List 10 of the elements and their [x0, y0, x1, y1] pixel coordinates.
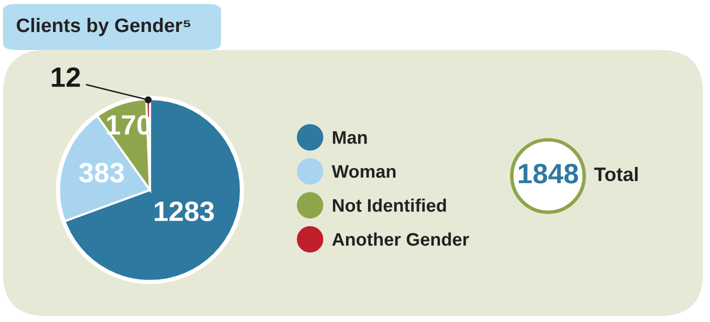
legend-label: Woman: [332, 165, 396, 178]
data-label: 1283: [154, 202, 214, 222]
chart-title: Clients by Gender⁵: [16, 18, 190, 36]
data-label: 12: [52, 67, 80, 87]
data-label: 383: [79, 162, 124, 182]
legend-label: Man: [332, 131, 367, 144]
legend-label: Not Identified: [332, 198, 446, 212]
legend-label: Another Gender: [332, 232, 469, 246]
text: 1848: [518, 164, 578, 184]
text: Total: [594, 166, 638, 182]
